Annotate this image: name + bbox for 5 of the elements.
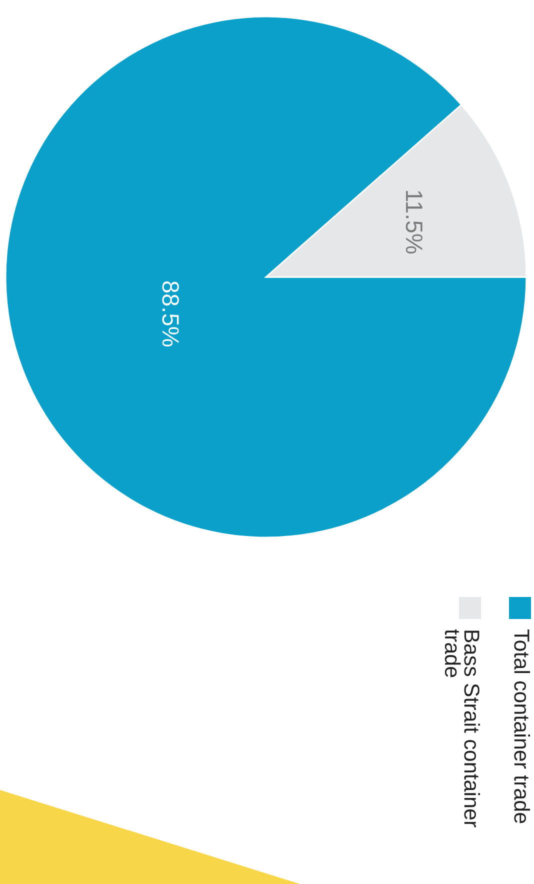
data-label: 11.5%: [406, 190, 422, 254]
pie-slice: [4, 16, 528, 538]
data-label: 88.5%: [162, 281, 179, 346]
legend-label: Total container trade: [514, 629, 530, 824]
legend-label: Bass Strait container trade: [444, 629, 480, 828]
